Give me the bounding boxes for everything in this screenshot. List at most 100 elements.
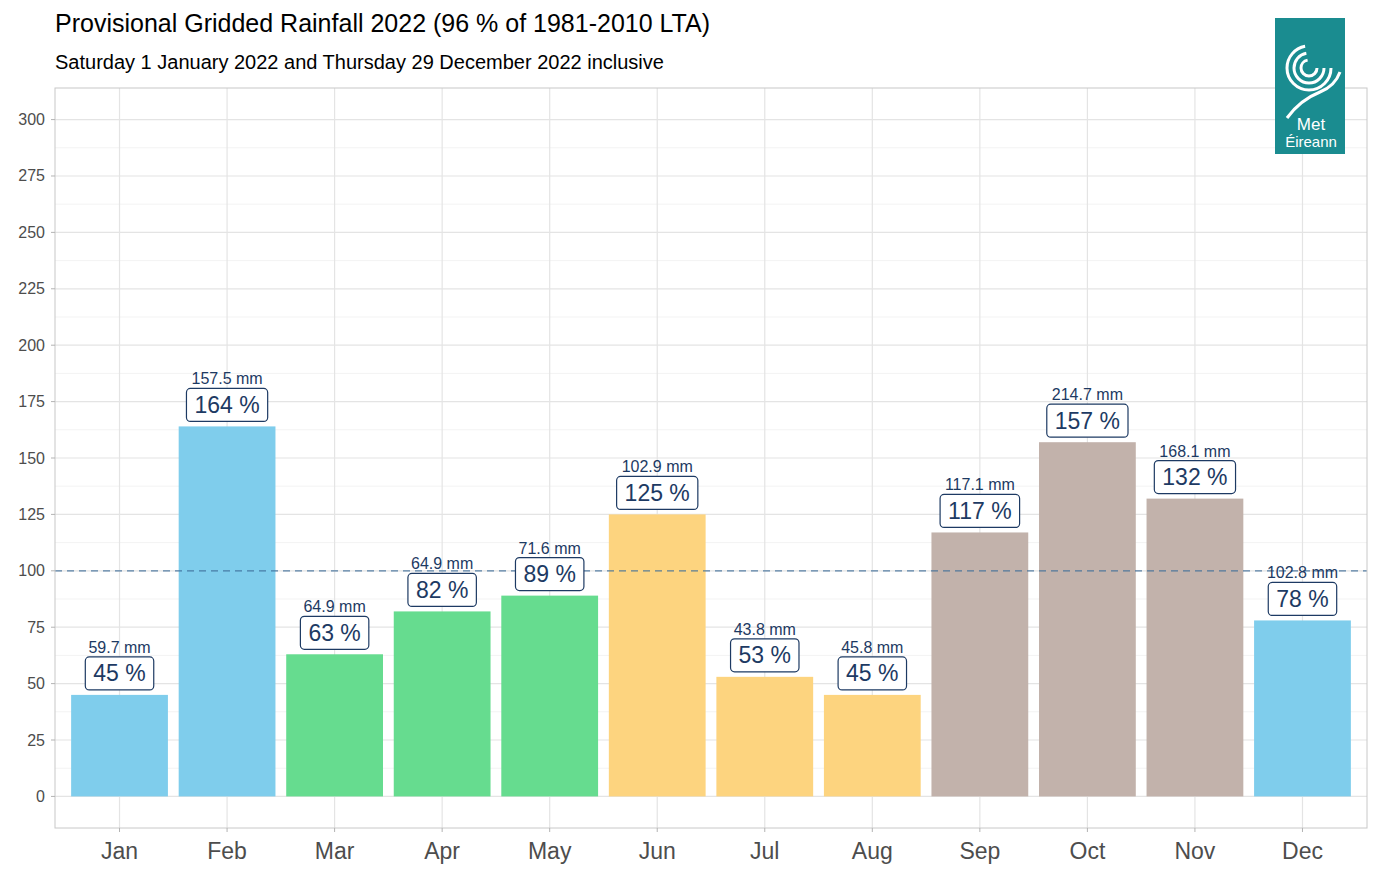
y-tick-label: 150 (18, 450, 45, 467)
tick (1087, 828, 1088, 832)
bar (179, 426, 276, 796)
x-tick-label: Jan (101, 838, 138, 864)
label-box (515, 558, 583, 591)
y-tick-label: 300 (18, 111, 45, 128)
x-tick-label: Jul (750, 838, 779, 864)
grid-line (55, 232, 1367, 233)
label-box (940, 494, 1020, 527)
x-tick-label: Sep (959, 838, 1000, 864)
chart: 0255075100125150175200225250275300JanFeb… (0, 0, 1379, 878)
x-tick-label: Dec (1282, 838, 1323, 864)
y-axis: 0255075100125150175200225250275300 (18, 111, 55, 805)
reference-line (55, 570, 1367, 571)
tick (51, 514, 55, 515)
x-tick-label: Aug (852, 838, 893, 864)
bar (286, 654, 383, 796)
bar (394, 611, 491, 796)
tick (51, 401, 55, 402)
tick (51, 232, 55, 233)
y-tick-label: 100 (18, 562, 45, 579)
x-tick-label: May (528, 838, 572, 864)
rainfall-label: 102.9 mm (622, 458, 693, 475)
label-box (186, 388, 267, 421)
tick (51, 627, 55, 628)
tick (979, 828, 980, 832)
grid-line (55, 175, 1367, 176)
label-box (617, 476, 698, 509)
y-tick-label: 25 (27, 732, 45, 749)
logo-swirl (1301, 60, 1317, 76)
logo-text: Met (1297, 115, 1326, 134)
y-tick-label: 225 (18, 280, 45, 297)
data-label: 45 % (93, 660, 145, 686)
tick (51, 119, 55, 120)
grid-line (55, 288, 1367, 289)
y-tick-label: 175 (18, 393, 45, 410)
tick (872, 828, 873, 832)
rainfall-label: 64.9 mm (411, 555, 473, 572)
x-tick-label: Oct (1070, 838, 1106, 864)
tick (549, 828, 550, 832)
tick (51, 458, 55, 459)
data-label: 78 % (1276, 586, 1328, 612)
plot-panel (55, 88, 1367, 828)
minor-grid-line (55, 260, 1367, 261)
x-axis: JanFebMarAprMayJunJulAugSepOctNovDec (101, 828, 1323, 864)
tick (51, 570, 55, 571)
tick (1302, 828, 1303, 832)
bar (824, 695, 921, 797)
data-label: 45 % (846, 660, 898, 686)
tick (657, 828, 658, 832)
rainfall-label: 157.5 mm (191, 370, 262, 387)
tick (51, 345, 55, 346)
data-label: 53 % (739, 642, 791, 668)
y-tick-label: 275 (18, 167, 45, 184)
minor-grid-line (55, 316, 1367, 317)
y-tick-label: 75 (27, 619, 45, 636)
tick (119, 828, 120, 832)
logo-background (1275, 18, 1345, 154)
rainfall-label: 43.8 mm (734, 621, 796, 638)
rainfall-label: 117.1 mm (945, 476, 1015, 493)
tick (1194, 828, 1195, 832)
tick (51, 796, 55, 797)
bar (1147, 499, 1244, 797)
logo-text: Éireann (1285, 133, 1337, 150)
minor-grid-line (55, 147, 1367, 148)
bar (1039, 442, 1136, 796)
y-tick-label: 50 (27, 675, 45, 692)
label-box (1268, 582, 1336, 615)
rainfall-label: 214.7 mm (1052, 386, 1123, 403)
label-box (838, 657, 906, 690)
x-tick-label: Apr (424, 838, 460, 864)
data-label: 82 % (416, 577, 468, 603)
data-labels: 45 %59.7 mm164 %157.5 mm63 %64.9 mm82 %6… (85, 370, 1338, 689)
rainfall-label: 71.6 mm (519, 540, 581, 557)
tick (227, 828, 228, 832)
panel-border (55, 88, 1367, 828)
bar (931, 532, 1028, 796)
label-box (1047, 404, 1128, 437)
x-tick-label: Mar (315, 838, 355, 864)
tick (51, 288, 55, 289)
rainfall-label: 168.1 mm (1159, 443, 1230, 460)
data-label: 89 % (523, 561, 575, 587)
bars (55, 426, 1367, 796)
label-box (731, 639, 799, 672)
y-tick-label: 250 (18, 224, 45, 241)
data-label: 125 % (625, 480, 690, 506)
logo: MetÉireann (1275, 18, 1345, 154)
data-label: 117 % (948, 498, 1012, 524)
label-box (300, 616, 368, 649)
tick (334, 828, 335, 832)
rainfall-label: 45.8 mm (841, 639, 903, 656)
bar (716, 677, 813, 797)
label-box (85, 657, 153, 690)
grid-line (55, 119, 1367, 120)
rainfall-label: 64.9 mm (303, 598, 365, 615)
bar (1254, 620, 1351, 796)
y-tick-label: 0 (36, 788, 45, 805)
rainfall-label: 102.8 mm (1267, 564, 1338, 581)
logo-swirl (1287, 72, 1340, 118)
rainfall-label: 59.7 mm (88, 639, 150, 656)
